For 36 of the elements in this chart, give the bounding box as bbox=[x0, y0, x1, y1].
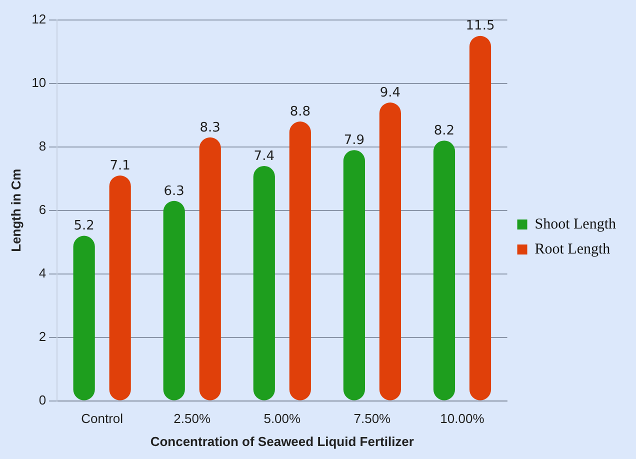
data-label: 9.4 bbox=[380, 85, 401, 100]
x-tick-label: Control bbox=[81, 411, 124, 426]
y-tick-label: 4 bbox=[38, 265, 46, 280]
x-tick-label: 7.50% bbox=[354, 411, 392, 426]
bar bbox=[289, 122, 311, 400]
y-tick-label: 2 bbox=[38, 328, 46, 344]
data-label: 8.3 bbox=[200, 120, 220, 136]
bar bbox=[109, 175, 131, 400]
bar bbox=[469, 36, 492, 400]
y-tick-label: 10 bbox=[32, 75, 46, 90]
bar bbox=[253, 166, 275, 400]
x-tick-label: 10.00% bbox=[440, 411, 485, 426]
y-tick-label: 12 bbox=[32, 12, 46, 27]
bar bbox=[73, 236, 95, 400]
data-label: 7.9 bbox=[344, 132, 365, 148]
bar bbox=[163, 200, 185, 400]
data-label: 11.5 bbox=[466, 18, 495, 34]
data-label: 8.2 bbox=[434, 123, 455, 138]
bar bbox=[379, 102, 402, 400]
x-axis-title: Concentration of Seaweed Liquid Fertilizer bbox=[150, 434, 414, 449]
data-label: 6.3 bbox=[164, 184, 184, 199]
bar bbox=[199, 137, 221, 400]
legend-label: Root Length bbox=[534, 241, 611, 258]
bar bbox=[343, 150, 365, 400]
data-label: 5.2 bbox=[74, 218, 94, 234]
data-label: 7.4 bbox=[254, 148, 274, 164]
x-tick-label: 2.50% bbox=[174, 411, 211, 426]
legend-label: Shoot Length bbox=[534, 216, 616, 232]
x-tick-label: 5.00% bbox=[264, 411, 302, 426]
data-label: 8.8 bbox=[290, 104, 311, 120]
y-tick-label: 8 bbox=[38, 138, 46, 154]
y-axis-title: Length in Cm bbox=[8, 168, 24, 252]
bar bbox=[433, 140, 456, 400]
y-tick-label: 0 bbox=[38, 392, 46, 408]
data-label: 7.1 bbox=[110, 158, 130, 174]
y-tick-label: 6 bbox=[38, 202, 46, 217]
